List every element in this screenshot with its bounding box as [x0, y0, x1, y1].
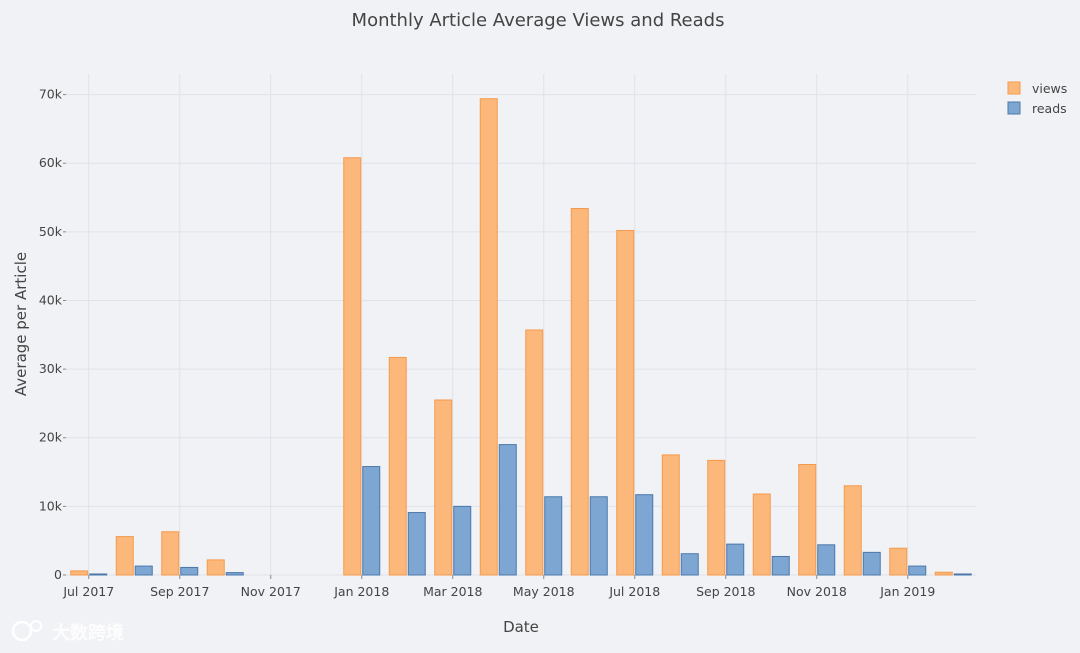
- x-tick-label: Jul 2017: [62, 584, 114, 599]
- y-tick-label: 50k: [39, 224, 63, 239]
- bar-views-feb-2019[interactable]: [934, 571, 953, 576]
- y-tick-label: 70k: [39, 87, 63, 102]
- bar-reads-jan-2018[interactable]: [362, 466, 381, 576]
- watermark: 大数跨境: [11, 620, 124, 644]
- bar-views-mar-2018[interactable]: [434, 399, 453, 576]
- x-axis-ticks: Jul 2017 Sep 2017 Nov 2017 Jan 2018 Mar 2018…: [62, 575, 935, 599]
- watermark-logo-dot-icon: [30, 620, 42, 632]
- bars: [70, 98, 972, 576]
- bar-views-jul-2017[interactable]: [70, 570, 89, 576]
- bar-reads-nov-2018[interactable]: [817, 544, 836, 576]
- bar-views-jan-2019[interactable]: [889, 547, 908, 576]
- bar-reads-jan-2019[interactable]: [908, 565, 927, 576]
- y-tick-label: 60k: [39, 155, 63, 170]
- bar-reads-feb-2019[interactable]: [953, 573, 972, 576]
- bar-reads-may-2018[interactable]: [544, 496, 563, 576]
- watermark-logo-icon: [11, 620, 33, 642]
- legend-swatch-reads[interactable]: [1007, 101, 1021, 115]
- bar-views-apr-2018[interactable]: [479, 98, 498, 576]
- bar-views-aug-2017[interactable]: [115, 536, 134, 576]
- y-tick-label: 40k: [39, 292, 63, 307]
- legend-label-views[interactable]: views: [1032, 81, 1067, 96]
- bar-views-jul-2018[interactable]: [616, 229, 635, 576]
- x-tick-label: Nov 2018: [787, 584, 847, 599]
- bar-views-jan-2018[interactable]: [343, 157, 362, 576]
- bar-reads-oct-2018[interactable]: [771, 555, 790, 576]
- chart-title: Monthly Article Average Views and Reads: [352, 10, 725, 31]
- x-axis-title: Date: [503, 618, 539, 636]
- x-tick-label: Mar 2018: [423, 584, 482, 599]
- y-tick-label: 30k: [39, 361, 63, 376]
- bar-views-oct-2018[interactable]: [752, 493, 771, 576]
- bar-reads-apr-2018[interactable]: [498, 444, 517, 576]
- grid: [66, 74, 976, 576]
- bar-reads-sep-2018[interactable]: [726, 543, 745, 576]
- bar-reads-jun-2018[interactable]: [589, 496, 608, 576]
- bar-reads-feb-2018[interactable]: [407, 512, 426, 576]
- x-tick-label: May 2018: [513, 584, 575, 599]
- x-tick-label: Nov 2017: [241, 584, 301, 599]
- bar-views-feb-2018[interactable]: [388, 356, 407, 576]
- bar-views-nov-2018[interactable]: [798, 464, 817, 576]
- x-tick-label: Jan 2018: [333, 584, 389, 599]
- bar-reads-sep-2017[interactable]: [180, 566, 199, 576]
- x-tick-label: Jul 2018: [608, 584, 660, 599]
- bar-views-sep-2018[interactable]: [707, 459, 726, 576]
- bar-reads-jul-2017[interactable]: [89, 573, 108, 576]
- y-axis-title: Average per Article: [12, 252, 30, 396]
- x-tick-label: Sep 2018: [696, 584, 755, 599]
- bar-reads-oct-2017[interactable]: [225, 572, 244, 576]
- bar-reads-jul-2018[interactable]: [635, 494, 654, 576]
- watermark-text: 大数跨境: [52, 622, 124, 644]
- x-tick-label: Sep 2017: [150, 584, 209, 599]
- y-tick-label: 10k: [39, 498, 63, 513]
- legend[interactable]: views reads: [1007, 81, 1067, 116]
- legend-label-reads[interactable]: reads: [1032, 101, 1067, 116]
- y-tick-label: 0: [54, 567, 62, 582]
- bar-views-aug-2018[interactable]: [661, 454, 680, 576]
- bar-views-dec-2018[interactable]: [843, 485, 862, 576]
- legend-swatch-views[interactable]: [1007, 81, 1021, 95]
- bar-reads-dec-2018[interactable]: [862, 551, 881, 576]
- bar-views-oct-2017[interactable]: [206, 559, 225, 576]
- y-tick-label: 20k: [39, 430, 63, 445]
- bar-views-jun-2018[interactable]: [570, 208, 589, 576]
- bar-views-may-2018[interactable]: [525, 329, 544, 576]
- bar-reads-aug-2017[interactable]: [134, 565, 153, 576]
- y-axis-ticks: 0 10k 20k 30k 40k 50k 60k 70k: [39, 87, 66, 582]
- bar-reads-mar-2018[interactable]: [453, 505, 472, 576]
- bar-views-sep-2017[interactable]: [161, 531, 180, 576]
- bar-reads-aug-2018[interactable]: [680, 553, 699, 576]
- x-tick-label: Jan 2019: [879, 584, 935, 599]
